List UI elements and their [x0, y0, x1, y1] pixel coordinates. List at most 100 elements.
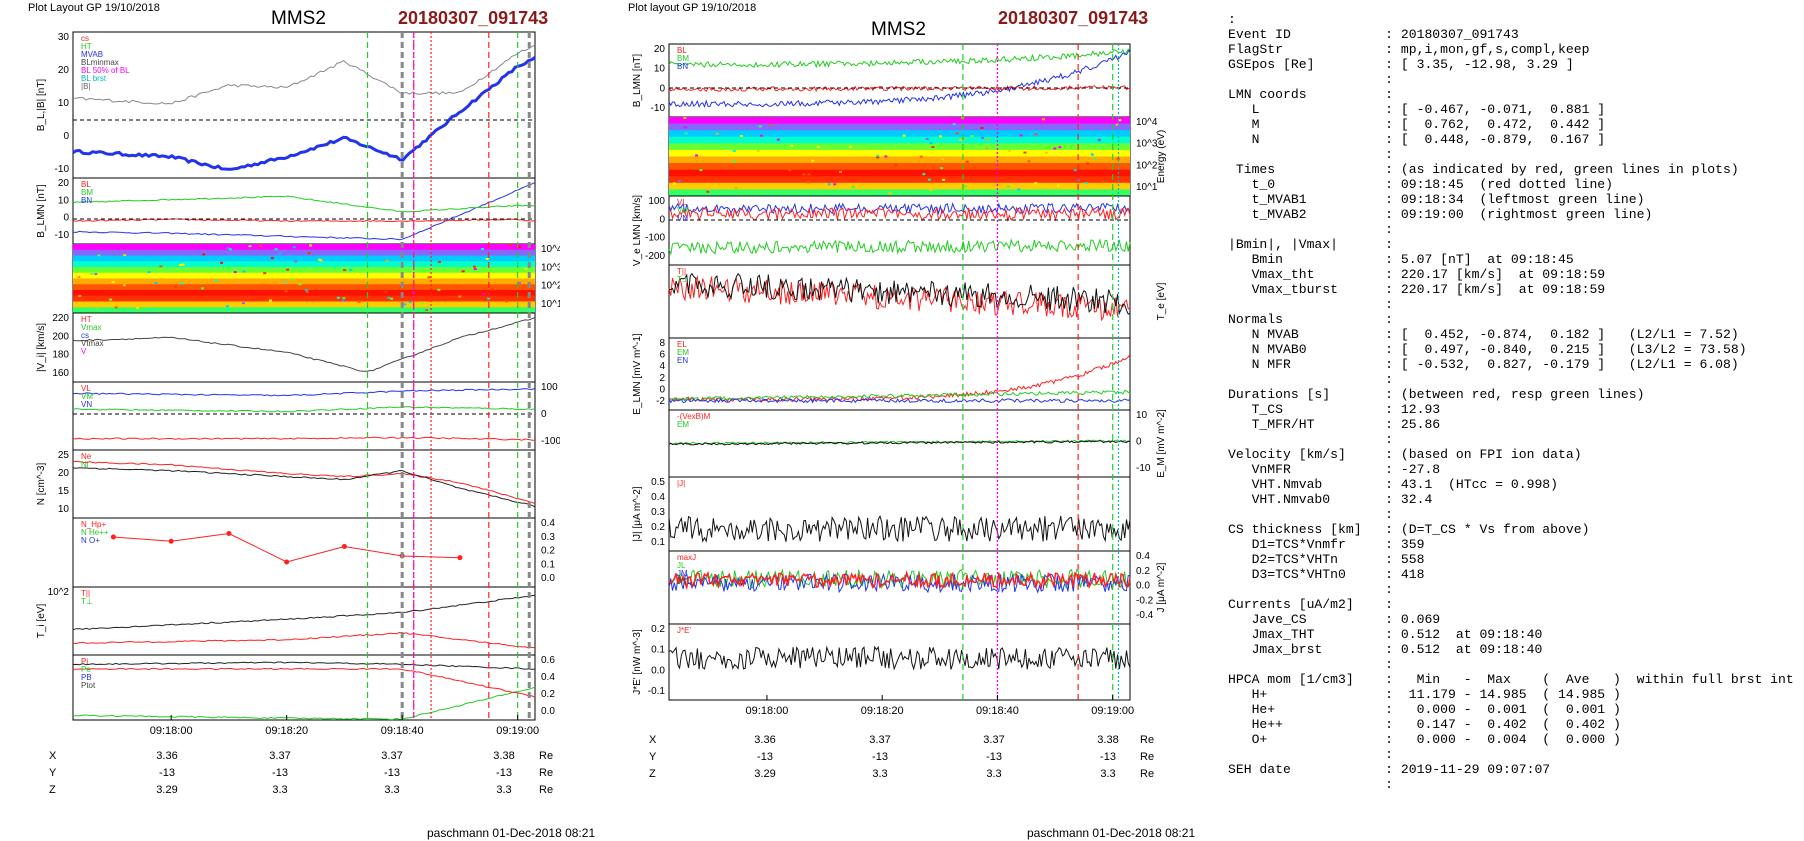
left-6-panel-series-Ne — [72, 460, 536, 505]
right-9-panel-ytick: 0.2 — [651, 624, 665, 635]
right-8-panel-ytick: -0.2 — [1136, 595, 1154, 606]
left-coords-table: X 3.36 3.37 3.37 3.38 Re Y -13 -13 -13 -… — [0, 750, 560, 800]
x-tick-label: 09:19:00 — [496, 725, 539, 737]
info-line: Bmin : 5.07 [nT] at 09:18:45 — [1228, 252, 1574, 267]
left-3-panel-heat-cell — [420, 302, 424, 305]
left-9-panel-legend-entry: Pi — [81, 657, 88, 666]
right-1-panel-ytick: 0 — [659, 83, 665, 94]
left-6-panel-ylabel: N [cm^-3] — [36, 463, 47, 506]
left-1-panel-ytick: -10 — [55, 164, 70, 175]
left-1-panel-legend-entry: HT — [81, 42, 92, 51]
right-2-panel-heat-cell — [925, 138, 929, 141]
info-line: M : [ 0.762, 0.472, 0.442 ] — [1228, 117, 1606, 132]
right-coord-value: -13 — [986, 751, 1002, 763]
right-2-panel-heat-cell — [684, 132, 688, 135]
info-line: FlagStr : mp,i,mon,gf,s,compl,keep — [1228, 42, 1590, 57]
right-2-panel-heat-cell — [1019, 134, 1023, 137]
left-3-panel-heat-cell — [425, 309, 429, 312]
left-1-panel-legend-entry: cs — [81, 34, 89, 43]
left-3-panel-heat-cell — [387, 296, 391, 299]
x-tick-label: 09:18:40 — [381, 725, 424, 737]
left-3-panel-heat-cell — [318, 258, 322, 261]
left-3-panel-heat-cell — [508, 255, 512, 258]
right-coord-value: -13 — [1100, 751, 1116, 763]
left-coord-value: 3.37 — [381, 750, 403, 762]
right-2-panel-heat-cell — [1007, 149, 1011, 152]
left-3-panel-heat-cell — [292, 246, 296, 249]
left-3-panel-heat-cell — [341, 299, 345, 302]
right-2-panel-heat-cell — [1101, 181, 1105, 184]
left-coord-label-y: Y — [49, 767, 57, 779]
info-line: : — [1228, 582, 1394, 597]
right-2-panel-heat-cell — [980, 126, 984, 129]
info-line: N MFR : [ -0.532, 0.827, -0.179 ] (L2/L1… — [1228, 357, 1739, 372]
right-2-panel-heat-cell — [902, 134, 906, 137]
left-3-panel-heat-cell — [147, 271, 151, 274]
right-2-panel-heat-cell — [1115, 123, 1119, 126]
left-3-panel-heat-cell — [95, 307, 99, 310]
right-5-panel-legend-entry: EN — [677, 356, 688, 365]
left-3-panel-heat-cell — [319, 259, 323, 262]
right-2-panel-heat-cell — [1017, 188, 1021, 191]
left-footer: paschmann 01-Dec-2018 08:21 — [427, 826, 596, 840]
left-5-panel-ytick: 100 — [541, 382, 558, 393]
left-3-panel-heat-cell — [343, 269, 347, 272]
right-2-panel-heat-cell — [683, 126, 687, 129]
right-9-panel-legend-entry: J*E' — [677, 626, 691, 635]
right-1-panel-legend-entry: BL — [677, 46, 687, 55]
left-5-panel-legend-entry: VM — [81, 392, 93, 401]
left-6-panel-series-Ni — [72, 467, 536, 508]
info-line: : — [1228, 147, 1394, 162]
left-3-panel-heat-cell — [278, 252, 282, 255]
info-line: GSEpos [Re] : [ 3.35, -12.98, 3.29 ] — [1228, 57, 1574, 72]
right-2-panel-heat-cell — [1027, 160, 1031, 163]
right-2-panel-ytick: 10^4 — [1136, 117, 1158, 128]
left-3-panel-heat-cell — [437, 288, 441, 291]
info-line: : — [1228, 657, 1394, 672]
right-8-panel-legend-entry: maxJ — [677, 553, 696, 562]
left-9-panel-ytick: 0.4 — [541, 672, 555, 683]
right-2-panel-heat-cell — [1093, 157, 1097, 160]
right-1-panel-trace — [668, 84, 1130, 93]
left-9-panel-series-PB — [72, 686, 536, 721]
x-tick-label: 09:19:00 — [1091, 705, 1134, 717]
right-coord-unit: Re — [1140, 751, 1155, 763]
info-line: Jmax_brst : 0.512 at 09:18:40 — [1228, 642, 1543, 657]
left-3-panel-heat-cell — [122, 284, 126, 287]
right-2-panel-heat-cell — [789, 144, 793, 147]
right-2-panel-heat-band — [669, 149, 1130, 157]
left-3-panel-heat-band — [73, 307, 535, 314]
info-line: Normals : — [1228, 312, 1394, 327]
left-coord-unit: Re — [539, 750, 554, 762]
right-1-panel-ytick: 20 — [654, 44, 666, 55]
left-7-panel-point — [226, 531, 232, 537]
right-2-panel-ylabel: Energy (eV) — [1156, 130, 1167, 183]
right-2-panel-heat-cell — [942, 178, 946, 181]
right-2-panel-heat-cell — [922, 173, 926, 176]
right-2-panel-heat-cell — [1012, 138, 1016, 141]
info-line: Currents [uA/m2] : — [1228, 597, 1394, 612]
left-4-panel-legend-entry: V — [81, 347, 87, 356]
right-3-panel-legend-entry: VL — [677, 198, 687, 207]
right-9-panel-ytick: -0.1 — [648, 686, 666, 697]
left-9-panel-frame — [72, 654, 536, 721]
right-2-panel-heat-cell — [769, 123, 773, 126]
info-line: VHT.Nmvab : 43.1 (HTcc = 0.998) — [1228, 477, 1559, 492]
right-1-panel-trace — [668, 48, 1131, 69]
right-7-panel-ytick: 0.1 — [651, 537, 665, 548]
left-coord-value: -13 — [272, 767, 288, 779]
right-4-panel-legend-entry: T|| — [677, 267, 686, 276]
right-1-panel-ylabel: B_LMN [nT] — [632, 54, 643, 108]
right-2-panel-heat-cell — [1053, 147, 1057, 150]
right-2-panel-heat-cell — [734, 187, 738, 190]
info-line: : — [1228, 432, 1394, 447]
left-3-panel-heat-cell — [111, 280, 115, 283]
left-3-panel-heat-cell — [336, 296, 340, 299]
info-line: LMN coords : — [1228, 87, 1394, 102]
info-line: SEH date : 2019-11-29 09:07:07 — [1228, 762, 1551, 777]
right-coord-value: 3.36 — [754, 734, 776, 746]
right-2-panel-heat-cell — [929, 188, 933, 191]
left-3-panel-heat-cell — [76, 275, 80, 278]
left-6-panel-ytick: 15 — [58, 486, 70, 497]
